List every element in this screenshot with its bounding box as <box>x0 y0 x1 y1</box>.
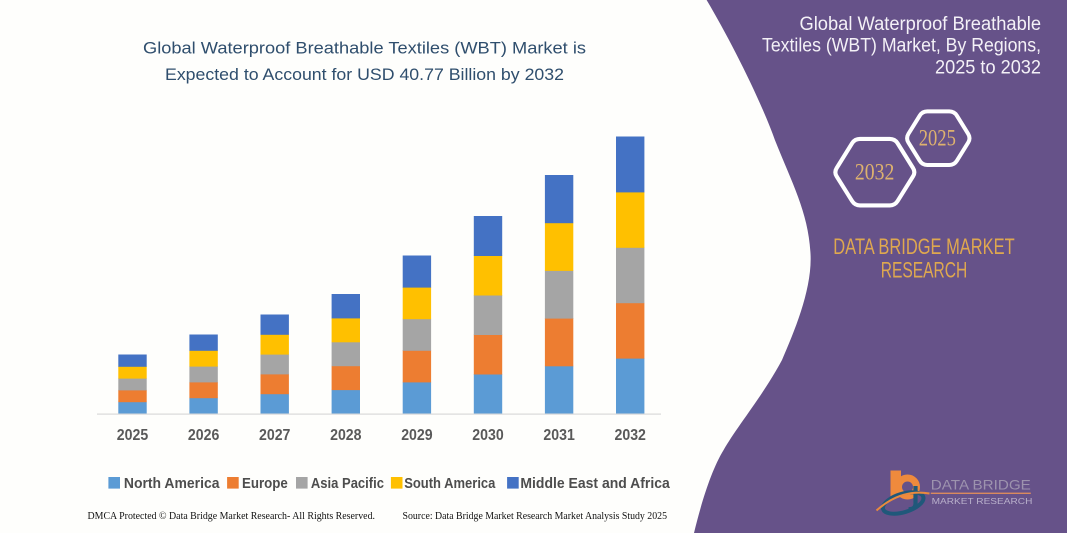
svg-text:2028: 2028 <box>330 427 361 444</box>
svg-text:2025: 2025 <box>919 126 956 151</box>
svg-text:MARKET RESEARCH: MARKET RESEARCH <box>932 497 1033 506</box>
svg-text:DATA BRIDGE MARKET: DATA BRIDGE MARKET <box>833 234 1014 259</box>
svg-text:Global Waterproof Breathable: Global Waterproof Breathable <box>800 14 1042 35</box>
svg-text:2027: 2027 <box>259 427 290 444</box>
svg-text:2030: 2030 <box>472 427 503 444</box>
svg-text:2031: 2031 <box>543 427 574 444</box>
svg-text:DATA BRIDGE: DATA BRIDGE <box>931 476 1031 492</box>
svg-text:Expected to Account for USD 40: Expected to Account for USD 40.77 Billio… <box>165 65 564 84</box>
svg-text:2025 to 2032: 2025 to 2032 <box>935 58 1041 79</box>
svg-text:2032: 2032 <box>615 427 646 444</box>
svg-text:2026: 2026 <box>188 427 219 444</box>
svg-text:2029: 2029 <box>401 427 432 444</box>
svg-text:RESEARCH: RESEARCH <box>881 258 968 283</box>
svg-text:South America: South America <box>404 476 496 492</box>
svg-text:Textiles (WBT) Market, By Regi: Textiles (WBT) Market, By Regions, <box>762 36 1041 57</box>
svg-text:Source: Data Bridge Market Res: Source: Data Bridge Market Research Mark… <box>403 511 668 522</box>
svg-text:Europe: Europe <box>242 476 288 492</box>
svg-text:Asia Pacific: Asia Pacific <box>311 476 384 492</box>
svg-text:DMCA Protected © Data Bridge M: DMCA Protected © Data Bridge Market Rese… <box>88 511 376 522</box>
svg-text:Middle East and Africa: Middle East and Africa <box>520 476 670 492</box>
svg-text:North America: North America <box>124 476 220 492</box>
svg-text:2032: 2032 <box>855 160 894 185</box>
svg-text:Global Waterproof Breathable T: Global Waterproof Breathable Textiles (W… <box>143 39 586 58</box>
svg-text:2025: 2025 <box>117 427 148 444</box>
